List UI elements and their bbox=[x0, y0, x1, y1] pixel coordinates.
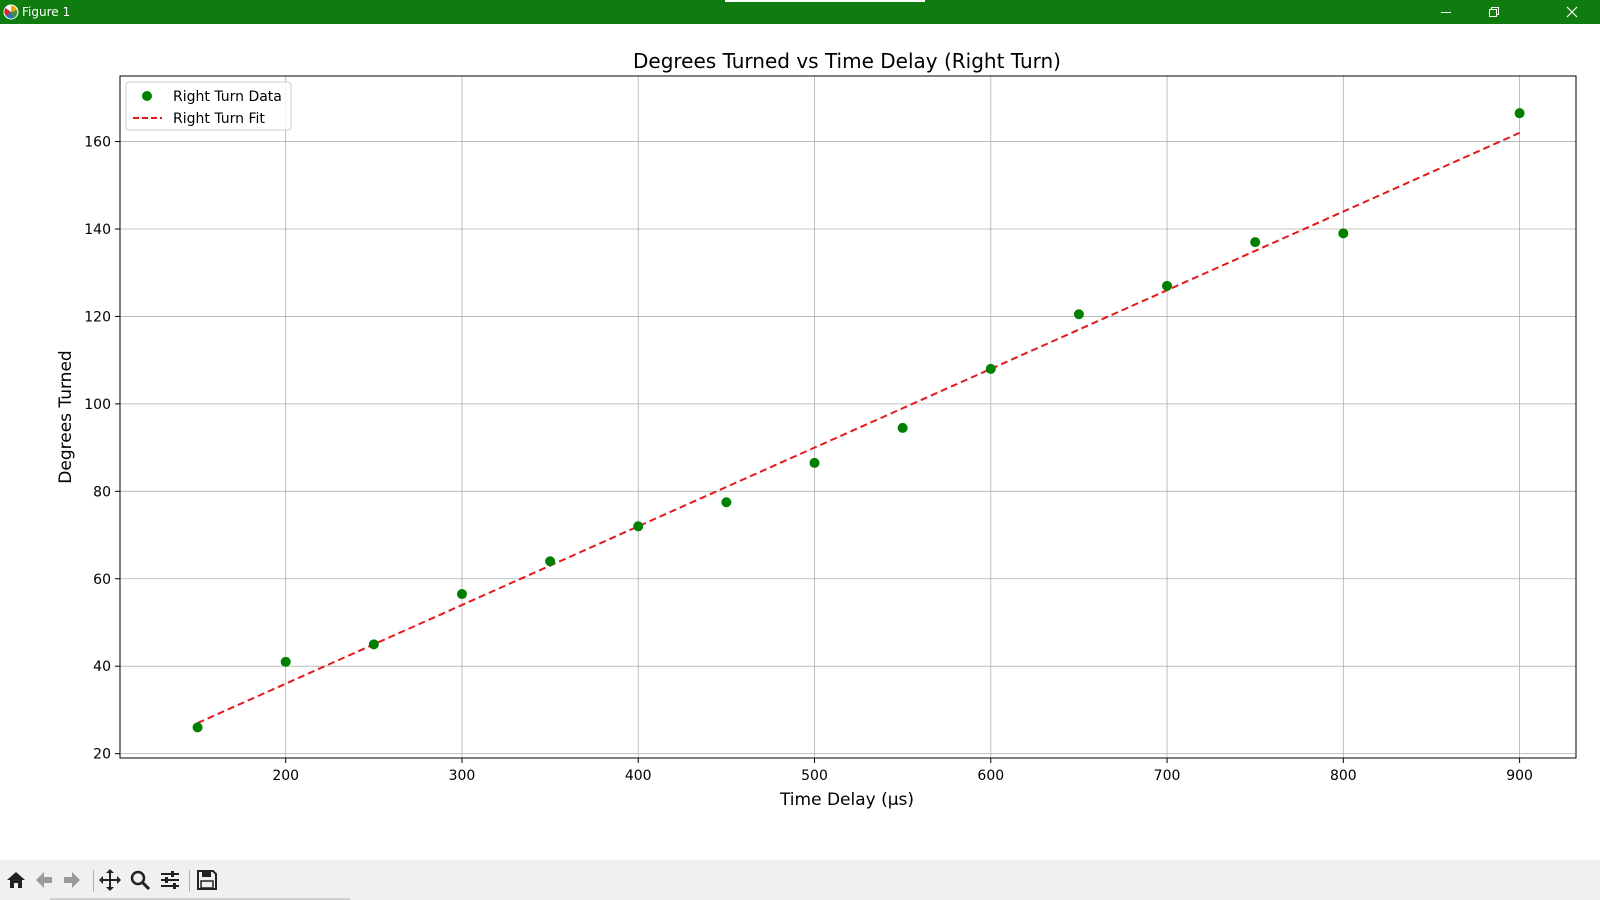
data-point bbox=[1250, 237, 1261, 248]
back-button[interactable] bbox=[30, 866, 58, 894]
x-tick-label: 200 bbox=[272, 768, 299, 784]
data-point bbox=[809, 457, 820, 468]
window-title: Figure 1 bbox=[22, 5, 71, 19]
legend-label-data: Right Turn Data bbox=[173, 89, 282, 105]
title-drag-indicator bbox=[725, 0, 925, 2]
x-tick-label: 500 bbox=[801, 768, 828, 784]
matplotlib-app-icon bbox=[3, 4, 19, 20]
toolbar-separator bbox=[189, 870, 190, 892]
minimize-icon bbox=[1441, 12, 1451, 13]
y-tick-label: 120 bbox=[84, 309, 111, 325]
legend: Right Turn Data Right Turn Fit bbox=[125, 81, 292, 131]
navigation-toolbar bbox=[0, 860, 1600, 900]
x-tick-label: 800 bbox=[1330, 768, 1357, 784]
y-axis-ticks: 20 40 60 80 100 120 140 160 bbox=[84, 135, 120, 763]
legend-label-fit: Right Turn Fit bbox=[173, 111, 265, 127]
fit-line bbox=[197, 131, 1521, 724]
x-tick-label: 900 bbox=[1506, 768, 1533, 784]
home-icon bbox=[7, 872, 25, 888]
y-tick-label: 140 bbox=[84, 222, 111, 238]
y-tick-label: 20 bbox=[93, 747, 111, 763]
toolbar-status-line bbox=[50, 898, 350, 900]
grid-lines bbox=[120, 76, 1576, 758]
data-point bbox=[1162, 280, 1173, 291]
data-point bbox=[1073, 309, 1084, 320]
data-point bbox=[368, 639, 379, 650]
figure-canvas[interactable]: Degrees Turned vs Time Delay (Right Turn… bbox=[0, 24, 1600, 860]
chart-title: Degrees Turned vs Time Delay (Right Turn… bbox=[633, 49, 1061, 73]
pan-icon bbox=[99, 869, 121, 891]
back-icon bbox=[36, 872, 52, 888]
home-button[interactable] bbox=[2, 866, 30, 894]
data-point bbox=[721, 497, 732, 508]
x-tick-label: 600 bbox=[977, 768, 1004, 784]
data-point bbox=[1338, 228, 1349, 239]
y-tick-label: 60 bbox=[93, 572, 111, 588]
data-point bbox=[280, 656, 291, 667]
x-axis-ticks: 200 300 400 500 600 700 800 900 bbox=[272, 758, 1533, 784]
y-tick-label: 40 bbox=[93, 659, 111, 675]
forward-button[interactable] bbox=[58, 866, 86, 894]
data-point bbox=[456, 589, 467, 600]
x-axis-label: Time Delay (µs) bbox=[779, 790, 914, 810]
y-tick-label: 100 bbox=[84, 397, 111, 413]
window-titlebar[interactable]: Figure 1 bbox=[0, 0, 1600, 24]
save-button[interactable] bbox=[193, 866, 221, 894]
zoom-button[interactable] bbox=[126, 866, 154, 894]
x-tick-label: 300 bbox=[449, 768, 476, 784]
data-points-layer bbox=[192, 108, 1525, 733]
configure-subplots-icon bbox=[161, 871, 179, 889]
zoom-icon bbox=[130, 870, 151, 891]
data-point bbox=[192, 722, 203, 733]
close-button[interactable] bbox=[1548, 0, 1596, 24]
scatter-plot: Degrees Turned vs Time Delay (Right Turn… bbox=[56, 49, 1577, 810]
configure-subplots-button[interactable] bbox=[156, 866, 184, 894]
data-point bbox=[985, 363, 996, 374]
fit-line-layer bbox=[197, 131, 1521, 724]
toolbar-separator bbox=[93, 870, 94, 892]
y-tick-label: 160 bbox=[84, 135, 111, 151]
legend-box bbox=[125, 81, 292, 131]
y-axis-label: Degrees Turned bbox=[56, 350, 76, 483]
close-icon bbox=[1566, 6, 1578, 18]
data-point bbox=[1514, 108, 1525, 119]
restore-icon bbox=[1489, 7, 1499, 17]
axes-frame bbox=[119, 75, 1577, 759]
restore-button[interactable] bbox=[1470, 0, 1518, 24]
y-tick-label: 80 bbox=[93, 484, 111, 500]
minimize-button[interactable] bbox=[1422, 0, 1470, 24]
x-tick-label: 400 bbox=[625, 768, 652, 784]
x-tick-label: 700 bbox=[1154, 768, 1181, 784]
data-point bbox=[633, 521, 644, 532]
legend-marker-data bbox=[142, 91, 152, 101]
pan-button[interactable] bbox=[96, 866, 124, 894]
save-icon bbox=[197, 870, 217, 890]
data-point bbox=[897, 422, 908, 433]
data-point bbox=[545, 556, 556, 567]
forward-icon bbox=[64, 872, 80, 888]
